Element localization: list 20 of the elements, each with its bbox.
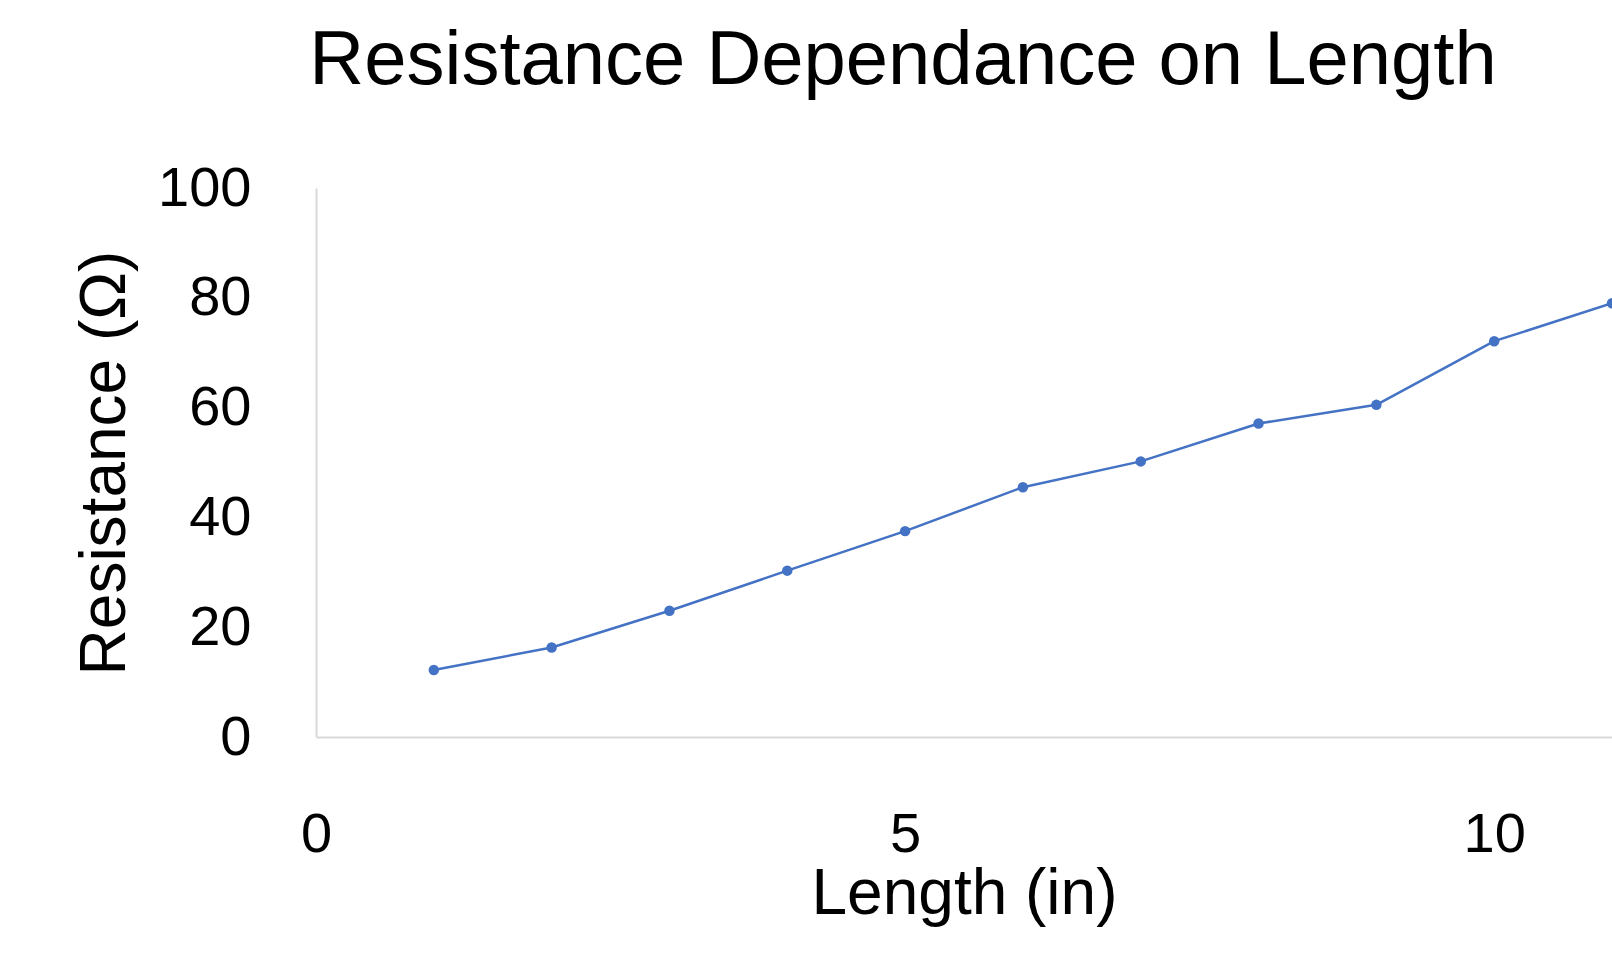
y-tick-label: 80 [189,264,252,328]
y-tick-label: 0 [220,703,252,767]
point [899,525,911,537]
x-tick-label: 0 [300,800,333,864]
point [428,664,440,676]
y-axis-title: Resistance (Ω) [67,250,140,676]
point [664,605,675,616]
point [1017,481,1029,493]
y-tick-label: 20 [189,593,252,657]
point [1371,399,1382,411]
chart-title: Resistance Dependance on Length [309,15,1497,100]
y-tick-label: 100 [158,154,252,218]
point [782,565,793,576]
point [1135,456,1146,467]
x-tick-label: 10 [1463,800,1526,864]
point [546,642,557,653]
y-tick-label: 40 [189,483,252,547]
y-tick-label: 60 [189,374,252,438]
point [1253,418,1264,429]
point [1488,335,1500,347]
